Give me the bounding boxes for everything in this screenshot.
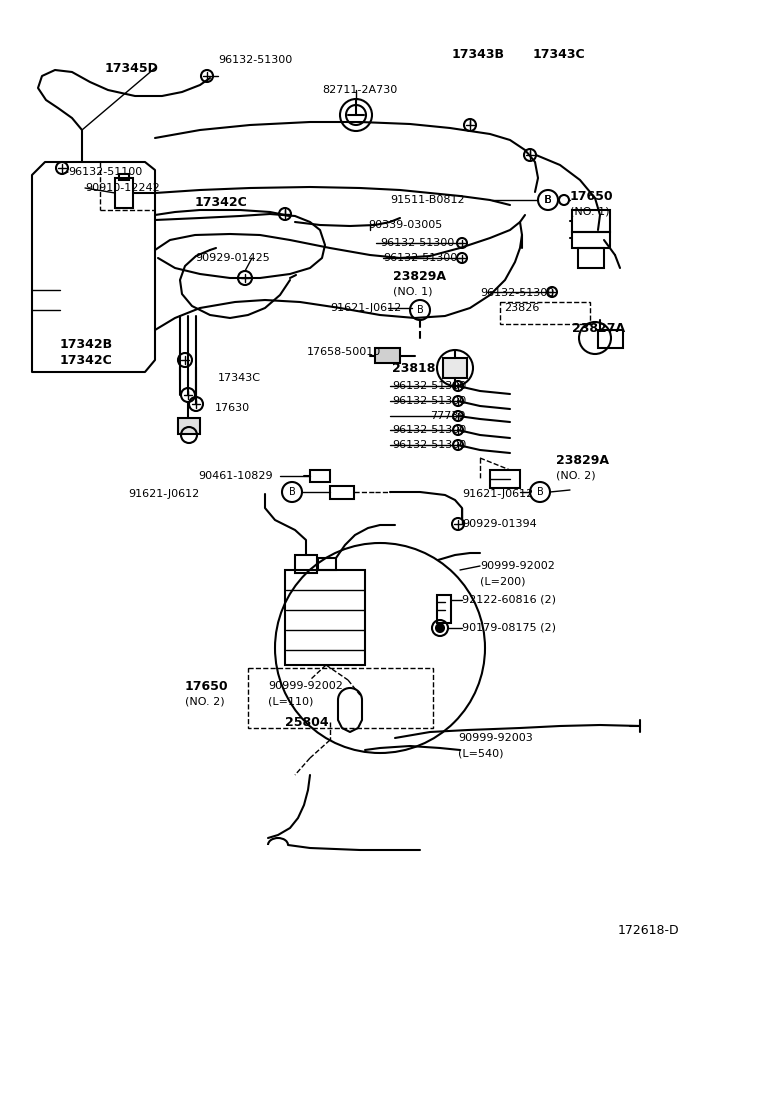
Bar bbox=[490, 470, 520, 488]
Text: (NO. 1): (NO. 1) bbox=[393, 287, 432, 297]
Text: 23827A: 23827A bbox=[572, 321, 625, 335]
Text: 96132-51300: 96132-51300 bbox=[392, 425, 466, 435]
Bar bbox=[115, 178, 133, 208]
Bar bbox=[443, 358, 467, 378]
Text: 23826: 23826 bbox=[504, 302, 540, 312]
Bar bbox=[295, 555, 317, 573]
Bar bbox=[572, 232, 610, 248]
Text: 17342C: 17342C bbox=[60, 354, 112, 367]
Text: 96132-51300: 96132-51300 bbox=[480, 288, 554, 298]
Text: 91621-J0612: 91621-J0612 bbox=[330, 302, 401, 312]
Text: 90179-08175 (2): 90179-08175 (2) bbox=[462, 623, 556, 633]
Text: 23818: 23818 bbox=[392, 361, 435, 375]
Text: 17342C: 17342C bbox=[195, 197, 248, 209]
Text: 25804: 25804 bbox=[285, 715, 328, 728]
Bar bbox=[248, 668, 433, 728]
Text: 17650: 17650 bbox=[570, 189, 613, 202]
Text: 96132-51100: 96132-51100 bbox=[68, 167, 142, 177]
Bar bbox=[572, 210, 610, 232]
Text: 172618-D: 172618-D bbox=[618, 923, 679, 936]
Text: 96132-51300: 96132-51300 bbox=[392, 381, 466, 391]
Text: 91621-J0612: 91621-J0612 bbox=[462, 489, 534, 499]
Text: (L=110): (L=110) bbox=[268, 697, 313, 707]
Text: B: B bbox=[537, 487, 543, 497]
Text: 90339-03005: 90339-03005 bbox=[368, 220, 442, 230]
Text: 96132-51300: 96132-51300 bbox=[392, 440, 466, 450]
Bar bbox=[500, 302, 590, 324]
Bar bbox=[285, 570, 365, 665]
Text: 17345D: 17345D bbox=[105, 61, 159, 75]
Circle shape bbox=[436, 624, 444, 632]
Bar bbox=[598, 330, 623, 348]
Text: 90929-01394: 90929-01394 bbox=[462, 519, 537, 529]
Text: 96132-51300: 96132-51300 bbox=[218, 54, 293, 64]
Text: 90461-10829: 90461-10829 bbox=[198, 471, 273, 481]
Bar bbox=[578, 248, 604, 268]
Text: 17343C: 17343C bbox=[533, 49, 586, 61]
Bar bbox=[330, 486, 354, 499]
Text: 90999-92003: 90999-92003 bbox=[458, 733, 533, 743]
Text: 17343C: 17343C bbox=[218, 373, 261, 383]
Text: (NO. 1): (NO. 1) bbox=[570, 207, 610, 217]
Bar bbox=[310, 470, 330, 481]
Bar bbox=[437, 595, 451, 623]
Text: (L=540): (L=540) bbox=[458, 749, 503, 759]
Text: 90999-92002: 90999-92002 bbox=[268, 681, 343, 691]
Bar bbox=[119, 173, 129, 180]
Text: 17342B: 17342B bbox=[60, 338, 113, 350]
Text: 91621-J0612: 91621-J0612 bbox=[128, 489, 199, 499]
Text: 96132-51300: 96132-51300 bbox=[392, 396, 466, 406]
Text: B: B bbox=[545, 195, 551, 205]
Text: 91511-B0812: 91511-B0812 bbox=[390, 195, 464, 205]
Bar bbox=[178, 418, 200, 434]
Text: 23829A: 23829A bbox=[393, 269, 446, 282]
Text: B: B bbox=[544, 195, 552, 205]
Text: 96132-51300: 96132-51300 bbox=[380, 238, 454, 248]
Bar bbox=[375, 348, 400, 363]
Text: 23829A: 23829A bbox=[556, 454, 609, 467]
Text: (NO. 2): (NO. 2) bbox=[185, 697, 225, 707]
Text: 17343B: 17343B bbox=[452, 49, 505, 61]
Text: 17650: 17650 bbox=[185, 679, 229, 693]
Text: 90999-92002: 90999-92002 bbox=[480, 560, 555, 570]
Text: B: B bbox=[416, 305, 423, 315]
Text: 17630: 17630 bbox=[215, 403, 250, 413]
Text: 96132-51300: 96132-51300 bbox=[383, 254, 458, 264]
Text: B: B bbox=[289, 487, 296, 497]
Text: 90929-01425: 90929-01425 bbox=[195, 254, 270, 264]
Circle shape bbox=[559, 195, 569, 205]
Text: 82711-2A730: 82711-2A730 bbox=[322, 85, 397, 95]
Text: 77739: 77739 bbox=[430, 411, 465, 421]
Text: (L=200): (L=200) bbox=[480, 576, 525, 586]
Text: 92122-60816 (2): 92122-60816 (2) bbox=[462, 595, 556, 605]
Text: (NO. 2): (NO. 2) bbox=[556, 471, 596, 481]
Text: 17658-50010: 17658-50010 bbox=[307, 347, 382, 357]
Bar bbox=[318, 558, 336, 570]
Text: 90910-12242: 90910-12242 bbox=[85, 183, 160, 193]
